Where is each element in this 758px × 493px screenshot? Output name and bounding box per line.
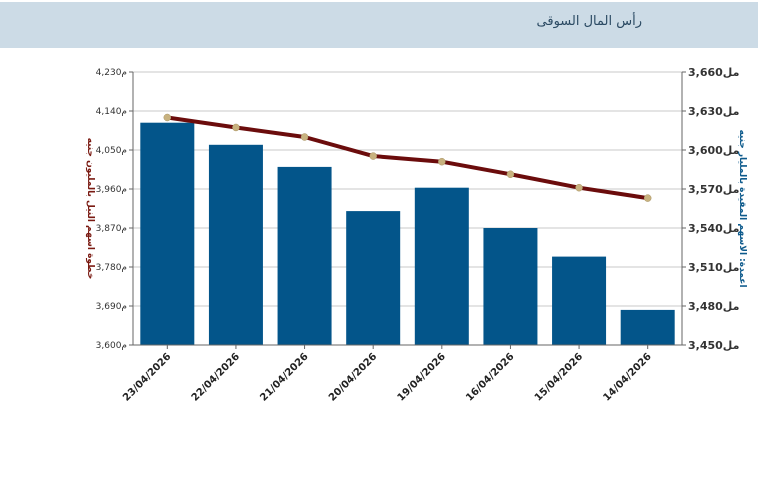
line-point: [232, 123, 240, 132]
x-tick-label: 22/04/2026: [190, 351, 242, 403]
x-tick-label: 19/04/2026: [396, 351, 448, 403]
left-tick-label: 4,230م: [96, 68, 127, 78]
chart-title: رأس المال السوقى: [536, 14, 642, 29]
line-point: [575, 183, 583, 192]
line-point: [643, 194, 652, 202]
right-axis-title: اعمدة: الاسهم المقيدة بالمليار جنيه: [737, 129, 747, 287]
line-point: [438, 157, 446, 166]
bar: [483, 228, 538, 345]
x-tick-label: 14/04/2026: [602, 351, 654, 403]
bar: [140, 122, 195, 345]
bar: [552, 256, 607, 345]
bar: [620, 309, 675, 345]
right-tick-label: 3,660مل: [688, 66, 739, 79]
x-tick-label: 21/04/2026: [258, 351, 310, 403]
left-tick-label: 4,050م: [96, 146, 127, 156]
right-tick-label: 3,630مل: [688, 105, 739, 118]
left-axis-title: خطوة اسهم النيل بالمليون جنيه: [85, 138, 95, 280]
x-tick-label: 16/04/2026: [464, 351, 516, 403]
line-series: [167, 115, 648, 201]
left-tick-label: 3,690م: [96, 302, 127, 312]
right-tick-label: 3,510مل: [688, 261, 739, 274]
right-tick-label: 3,450مل: [688, 339, 739, 352]
left-tick-label: 3,960م: [96, 185, 127, 195]
left-tick-label: 3,780م: [96, 263, 127, 273]
right-tick-label: 3,570مل: [688, 183, 739, 196]
bar: [208, 144, 263, 345]
line-point: [506, 170, 515, 179]
left-tick-label: 3,870م: [96, 224, 127, 234]
right-tick-label: 3,480مل: [688, 300, 739, 313]
line-point: [369, 152, 377, 160]
x-tick-label: 15/04/2026: [533, 351, 585, 403]
left-tick-label: 4,140م: [96, 107, 127, 117]
x-tick-label: 20/04/2026: [327, 351, 379, 403]
bar: [346, 211, 401, 345]
line-point: [300, 133, 309, 141]
x-tick-label: 23/04/2026: [121, 351, 173, 403]
right-tick-label: 3,600مل: [688, 144, 739, 157]
line-point: [163, 113, 172, 122]
bar: [414, 187, 469, 345]
header-bar: [0, 2, 758, 48]
left-tick-label: 3,600م: [96, 341, 127, 351]
right-tick-label: 3,540مل: [688, 222, 739, 235]
bar: [277, 166, 332, 345]
